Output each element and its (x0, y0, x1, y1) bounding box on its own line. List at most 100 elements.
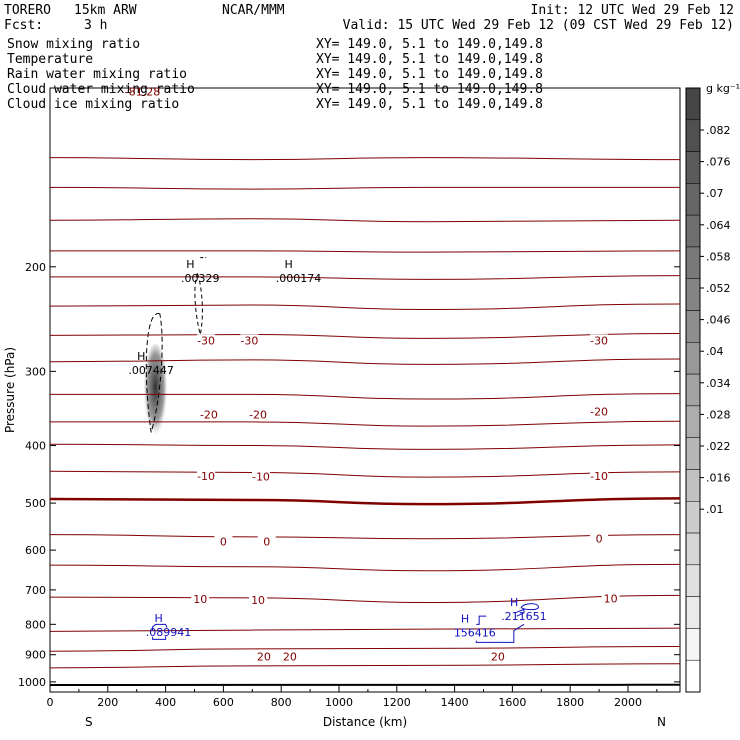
colorbar-swatch (685, 596, 701, 629)
temperature-contour (49, 627, 681, 632)
colorbar-swatch (685, 532, 701, 566)
temperature-contour (49, 594, 681, 603)
colorbar-swatch (685, 501, 701, 534)
temperature-contour (49, 275, 681, 280)
temperature-contour (49, 443, 681, 450)
colorbar-swatch (685, 246, 701, 279)
temperature-label-bg (199, 408, 218, 421)
x-tick-label: 800 (271, 696, 292, 709)
colorbar-swatch (685, 405, 701, 438)
legend-field-xy: XY= 149.0, 5.1 to 149.0,149.8 (316, 52, 543, 67)
colorbar-tick-label: .022 (706, 440, 731, 453)
contour-labels: -30 -30 -30 -20 -20 -20 -10 -10 -10 0 0 0 10 10 10 20 20… (125, 86, 620, 664)
model-name: TORERO (4, 3, 51, 18)
temperature-contour (50, 250, 681, 253)
colorbar-units: g kg⁻¹ (706, 82, 740, 95)
y-tick-label: 400 (25, 440, 46, 453)
temperature-contour (49, 663, 681, 669)
maximum-marker: H (461, 613, 469, 626)
legend-field-name: Snow mixing ratio (7, 37, 140, 52)
colorbar-tick-label: .01 (706, 503, 724, 516)
temperature-label: -10 (590, 470, 608, 483)
legend-field-name: Rain water mixing ratio (7, 67, 187, 82)
cloud-water-contour (520, 603, 539, 611)
colorbar: .082 .076 .07 .064 .058 .052 .046 .04 .034 .028 .0… (685, 87, 731, 693)
y-tick-label: 700 (25, 584, 46, 597)
x-tick-label: 600 (213, 696, 234, 709)
temperature-contour (49, 157, 681, 161)
colorbar-swatch (685, 342, 701, 375)
colorbar-swatch (685, 628, 701, 661)
temperature-label-bg (590, 334, 609, 347)
y-tick-label: 200 (25, 261, 46, 274)
temperature-label-bg (590, 532, 609, 545)
colorbar-swatch (685, 87, 701, 121)
temperature-label: 20 (283, 650, 297, 663)
valid-time: Valid: 15 UTC Wed 29 Feb 12 (09 CST Wed … (343, 18, 734, 33)
temperature-contour (49, 563, 681, 572)
temperature-label-bg (249, 408, 268, 421)
forecast-label: Fcst: (4, 18, 43, 33)
x-tick-label: 400 (155, 696, 176, 709)
temperature-label: 20 (491, 651, 505, 664)
temperature-label: 0 (596, 533, 603, 546)
temperature-contour (50, 420, 681, 427)
colorbar-swatch (685, 151, 701, 184)
temperature-label-bg (249, 594, 268, 607)
x-tick-label: 1800 (556, 696, 584, 709)
snow-shading (143, 257, 207, 440)
maximum-marker: H (285, 258, 293, 271)
colorbar-tick-label: .082 (706, 124, 731, 137)
snow-contour (145, 313, 163, 433)
tropopause-label: -81.28 (125, 86, 160, 99)
temperature-label: 10 (604, 593, 618, 606)
temperature-label: -20 (200, 408, 218, 421)
x-tick-label: 200 (97, 696, 118, 709)
legend-field-name: Temperature (7, 52, 93, 67)
colorbar-swatch (685, 119, 701, 152)
x-tick-label: 1600 (498, 696, 526, 709)
y-tick-label: 900 (25, 649, 46, 662)
maximum-value: .089941 (146, 626, 192, 639)
colorbar-swatch (685, 469, 701, 502)
temperature-contour (49, 218, 681, 223)
colorbar-swatch (685, 278, 701, 311)
temperature-label: -20 (249, 408, 267, 421)
maximum-value: 156416 (454, 627, 496, 640)
colorbar-tick-label: .046 (706, 314, 731, 327)
maximum-value: .00329 (181, 272, 220, 285)
colorbar-swatch (685, 310, 701, 343)
cloud-water-contour (152, 623, 168, 640)
temperature-label-bg (590, 470, 609, 483)
temperature-label: -30 (197, 334, 215, 347)
temperature-label: -30 (240, 334, 258, 347)
x-axis-title: Distance (km) (323, 715, 407, 729)
x-tick-label: 1400 (441, 696, 469, 709)
colorbar-tick-label: .076 (706, 156, 731, 169)
maximum-value: .000174 (276, 272, 322, 285)
init-time: Init: 12 UTC Wed 29 Feb 12 (531, 3, 735, 18)
north-label: N (657, 715, 666, 729)
temperature-label-bg (214, 535, 233, 548)
y-axis-title: Pressure (hPa) (3, 347, 17, 433)
temperature-contours (49, 157, 681, 669)
colorbar-swatch (685, 437, 701, 470)
maximum-marker: H (137, 350, 145, 363)
model-resolution: 15km ARW (74, 3, 137, 18)
legend-field-name: Cloud ice mixing ratio (7, 97, 179, 112)
field-legend: Snow mixing ratio XY= 149.0, 5.1 to 149.0… (7, 37, 543, 112)
colorbar-swatch (685, 564, 701, 597)
temperature-contour (49, 497, 681, 506)
temperature-label-bg (191, 593, 210, 606)
temperature-contour (49, 303, 681, 310)
y-tick-label: 800 (25, 618, 46, 631)
temperature-label: -10 (197, 470, 215, 483)
legend-field-xy: XY= 149.0, 5.1 to 149.0,149.8 (316, 37, 543, 52)
temperature-label: -10 (252, 471, 270, 484)
temperature-contour (49, 470, 681, 478)
temperature-label: 10 (193, 593, 207, 606)
temperature-contour (50, 393, 681, 400)
temperature-label: 0 (220, 536, 227, 549)
axes: 0 200 400 600 800 1000 1200 1400 1600 1800 2000200… (18, 261, 680, 709)
